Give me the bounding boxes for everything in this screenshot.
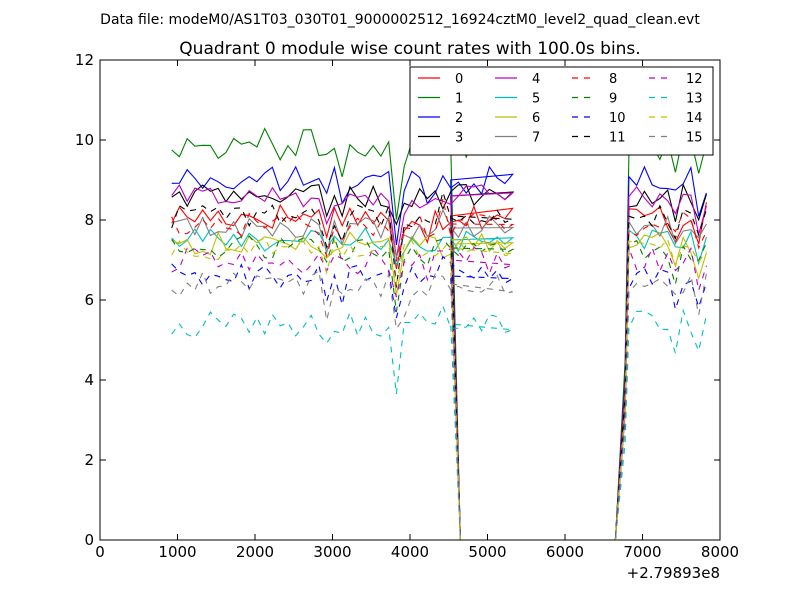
legend-label-1: 1 xyxy=(455,92,463,107)
legend-label-11: 11 xyxy=(609,131,626,146)
legend-label-10: 10 xyxy=(609,111,626,126)
series-line-10 xyxy=(171,255,707,541)
legend-label-12: 12 xyxy=(686,72,703,87)
series-line-12 xyxy=(171,246,707,541)
x-tick-label: 7000 xyxy=(623,543,661,561)
y-tick-label: 6 xyxy=(84,291,94,309)
series-line-4 xyxy=(171,184,707,541)
x-tick-label: 6000 xyxy=(546,543,584,561)
series-line-13 xyxy=(171,304,707,541)
x-tick-label: 5000 xyxy=(468,543,506,561)
x-tick-label: 1000 xyxy=(158,543,196,561)
axes: 0 1000 2000 3000 4000 5000 6000 7000 80000246810… xyxy=(75,51,739,561)
y-tick-label: 2 xyxy=(84,451,94,469)
legend-label-8: 8 xyxy=(609,72,617,87)
x-offset-label: +2.79893e8 xyxy=(627,564,720,582)
y-tick-label: 12 xyxy=(75,51,94,69)
legend-label-9: 9 xyxy=(609,92,617,107)
series-line-7 xyxy=(171,208,707,541)
x-tick-label: 8000 xyxy=(701,543,739,561)
legend-label-2: 2 xyxy=(455,111,463,126)
legend-label-7: 7 xyxy=(532,131,540,146)
x-tick-label: 2000 xyxy=(236,543,274,561)
series-line-15 xyxy=(171,269,707,541)
legend-label-14: 14 xyxy=(686,111,703,126)
series-line-2 xyxy=(171,165,707,541)
figure-suptitle: Data file: modeM0/AS1T03_030T01_90000025… xyxy=(100,12,700,28)
legend-label-3: 3 xyxy=(455,131,463,146)
legend-label-15: 15 xyxy=(686,131,703,146)
x-tick-label: 0 xyxy=(95,543,105,561)
chart-title: Quadrant 0 module wise count rates with … xyxy=(179,39,640,59)
y-tick-label: 4 xyxy=(84,371,94,389)
series-line-11 xyxy=(171,189,707,541)
legend-label-0: 0 xyxy=(455,72,463,87)
legend-label-13: 13 xyxy=(686,92,703,107)
x-tick-label: 3000 xyxy=(313,543,351,561)
y-tick-label: 0 xyxy=(84,531,94,549)
legend-label-4: 4 xyxy=(532,72,540,87)
legend-box xyxy=(409,66,714,156)
legend-label-6: 6 xyxy=(532,111,540,126)
y-tick-label: 8 xyxy=(84,211,94,229)
legend-label-5: 5 xyxy=(532,92,540,107)
x-tick-label: 4000 xyxy=(391,543,429,561)
series-line-14 xyxy=(171,237,707,541)
y-tick-label: 10 xyxy=(75,131,94,149)
plot-series xyxy=(171,127,707,541)
series-line-9 xyxy=(171,235,707,541)
